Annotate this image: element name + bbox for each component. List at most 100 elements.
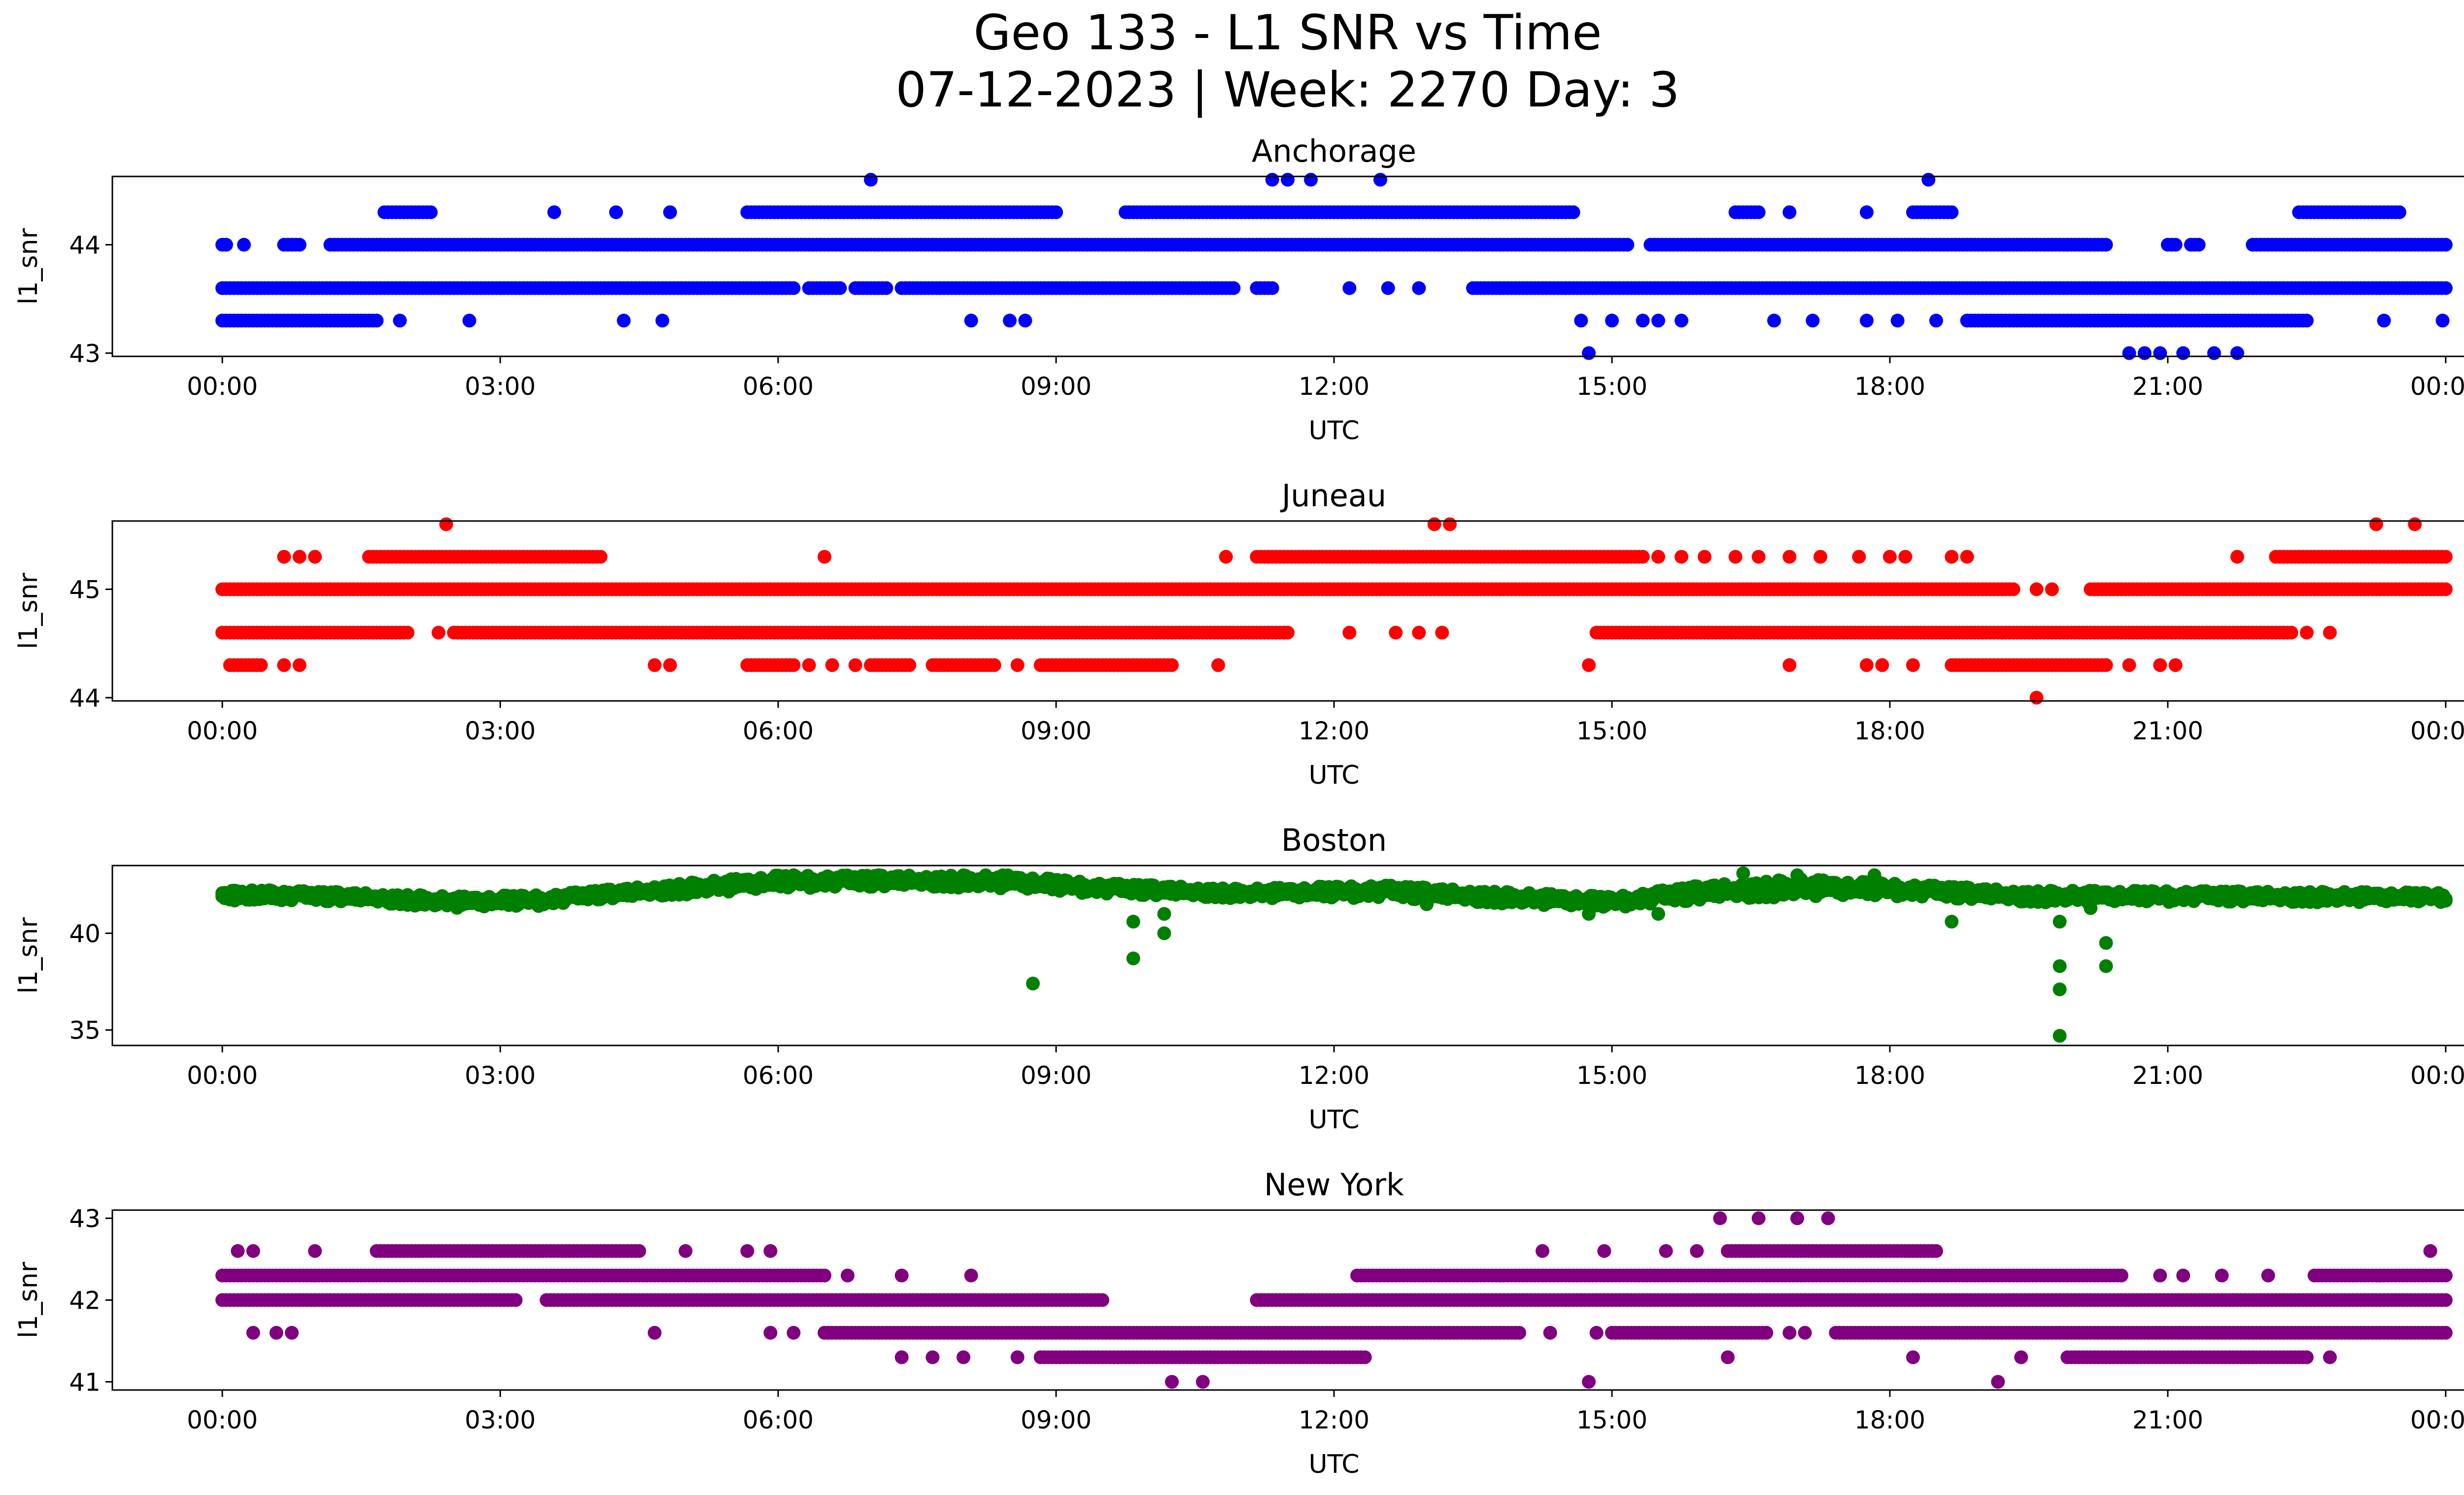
- data-point: [2053, 914, 2067, 929]
- data-point: [1945, 550, 1959, 564]
- data-point: [787, 658, 801, 672]
- y-axis-label: l1_snr: [14, 917, 43, 994]
- data-point: [1605, 313, 1619, 328]
- data-point: [237, 238, 251, 252]
- data-point: [1767, 313, 1781, 328]
- data-point: [1281, 626, 1295, 640]
- x-tick-label: 21:00: [2132, 1406, 2203, 1434]
- x-tick-label: 03:00: [465, 1061, 536, 1090]
- data-point: [2299, 626, 2314, 640]
- data-point: [848, 658, 862, 672]
- data-point: [1003, 313, 1017, 328]
- data-point: [2438, 281, 2453, 295]
- data-point: [864, 173, 878, 187]
- data-point: [1566, 205, 1580, 219]
- data-point: [277, 658, 291, 672]
- x-tick-label: 03:00: [465, 372, 536, 401]
- data-point: [802, 658, 816, 672]
- data-point: [1281, 173, 1295, 187]
- x-tick-label: 09:00: [1021, 372, 1092, 401]
- data-point: [292, 238, 307, 252]
- data-point: [1165, 658, 1179, 672]
- data-point: [833, 281, 847, 295]
- data-point: [1806, 313, 1820, 328]
- data-point: [1651, 313, 1665, 328]
- x-axis-label: UTC: [1308, 416, 1359, 446]
- data-point: [292, 658, 307, 672]
- subplot-title: Juneau: [1280, 478, 1386, 514]
- data-point: [1265, 281, 1279, 295]
- y-tick-label: 40: [69, 919, 101, 948]
- data-point: [1898, 550, 1913, 564]
- data-point: [1420, 897, 1434, 911]
- data-point: [2045, 582, 2059, 596]
- y-tick-label: 44: [69, 231, 101, 260]
- data-point: [1790, 868, 1804, 882]
- data-point: [1582, 346, 1596, 360]
- data-point: [987, 658, 1001, 672]
- data-point: [818, 1268, 832, 1283]
- data-point: [1620, 238, 1635, 252]
- data-point: [609, 205, 623, 219]
- data-point: [1381, 281, 1395, 295]
- data-point: [2438, 582, 2453, 596]
- x-tick-label: 00:00: [2410, 1061, 2464, 1090]
- data-point: [462, 313, 477, 328]
- data-point: [1018, 313, 1032, 328]
- data-point: [1782, 205, 1797, 219]
- x-tick-label: 00:00: [187, 372, 258, 401]
- data-point: [2299, 313, 2314, 328]
- data-point: [393, 313, 407, 328]
- x-tick-label: 06:00: [743, 1406, 814, 1434]
- data-point: [1875, 658, 1889, 672]
- x-tick-label: 18:00: [1854, 1406, 1925, 1434]
- data-point: [2377, 313, 2391, 328]
- x-tick-label: 15:00: [1576, 1406, 1647, 1434]
- data-point: [2438, 238, 2453, 252]
- data-points: [215, 517, 2453, 705]
- data-point: [2137, 346, 2152, 360]
- data-point: [648, 658, 662, 672]
- x-tick-label: 21:00: [2132, 372, 2203, 401]
- data-point: [2191, 238, 2206, 252]
- plot-frame: [111, 175, 2464, 357]
- data-point: [663, 658, 677, 672]
- data-point: [1157, 907, 1171, 921]
- y-tick-label: 35: [69, 1016, 101, 1045]
- data-point: [424, 205, 438, 219]
- data-points: [215, 1211, 2453, 1389]
- data-point: [818, 550, 832, 564]
- data-point: [1636, 313, 1650, 328]
- data-point: [1342, 281, 1357, 295]
- data-point: [1859, 313, 1874, 328]
- data-point: [2230, 550, 2244, 564]
- subplot-title: Anchorage: [1252, 133, 1416, 169]
- data-point: [1049, 205, 1063, 219]
- x-tick-label: 06:00: [743, 717, 814, 745]
- x-tick-label: 18:00: [1854, 717, 1925, 745]
- x-tick-label: 03:00: [465, 1406, 536, 1434]
- data-point: [871, 868, 886, 882]
- data-point: [1636, 550, 1650, 564]
- data-point: [1157, 926, 1171, 940]
- data-point: [2099, 238, 2113, 252]
- y-tick-label: 43: [69, 1205, 101, 1233]
- data-point: [1859, 205, 1874, 219]
- data-point: [1265, 173, 1279, 187]
- data-point: [1412, 626, 1426, 640]
- figure-title-line1: Geo 133 - L1 SNR vs Time: [974, 5, 1602, 61]
- data-point: [308, 550, 322, 564]
- data-point: [2029, 691, 2044, 705]
- plot-frame: [111, 865, 2464, 1046]
- data-point: [2438, 550, 2453, 564]
- data-point: [2284, 626, 2298, 640]
- x-tick-label: 15:00: [1576, 372, 1647, 401]
- data-point: [1906, 658, 1920, 672]
- data-point: [2438, 892, 2453, 906]
- data-point: [616, 313, 631, 328]
- data-point: [277, 550, 291, 564]
- data-point: [2053, 1029, 2067, 1043]
- data-point: [1227, 281, 1241, 295]
- y-tick-label: 45: [69, 576, 101, 604]
